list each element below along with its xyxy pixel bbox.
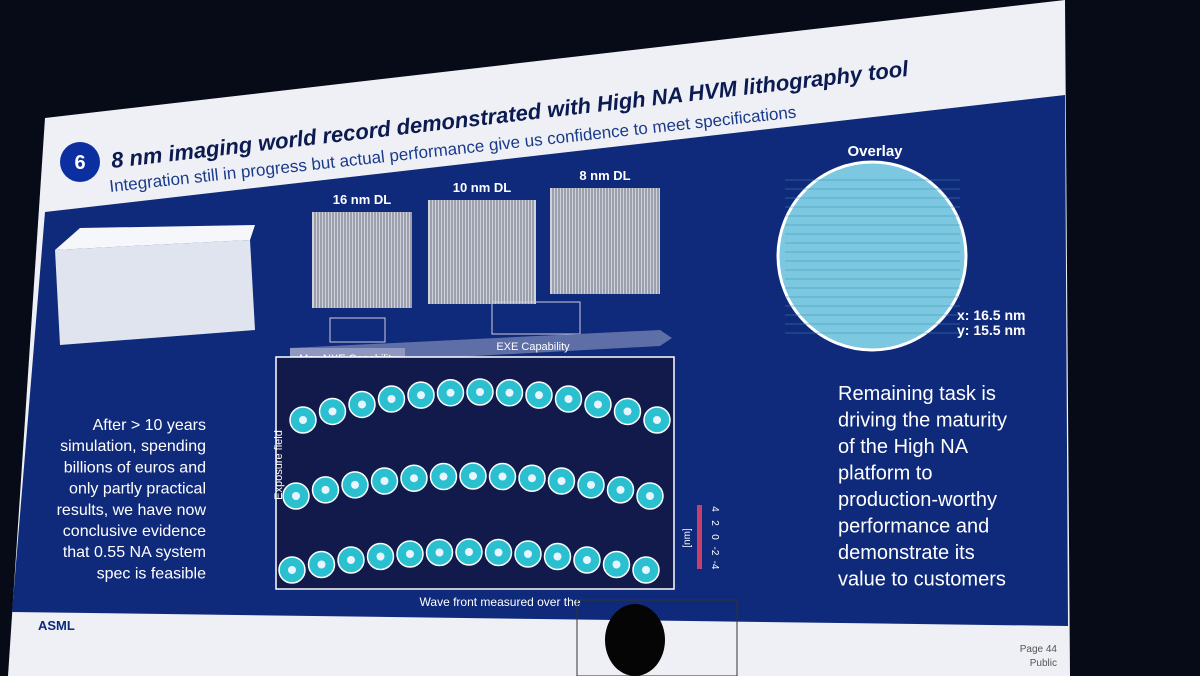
wavefront-core (358, 400, 366, 409)
wavefront-core (587, 480, 595, 489)
podium (576, 599, 738, 676)
wavefront-core (646, 492, 654, 500)
right-text: driving the maturity (838, 410, 1007, 432)
footer-class: Public (1030, 658, 1057, 669)
right-text: performance and (838, 516, 989, 538)
image-label: 8 nm DL (579, 168, 630, 183)
caption: Wave front measured over the (420, 595, 581, 609)
mask-thumb (329, 317, 386, 343)
colorbar-tick: -4 (709, 561, 720, 570)
wavefront-core (524, 550, 532, 558)
right-text: of the High NA (838, 436, 969, 458)
colorbar-tick: 4 (709, 506, 720, 512)
wavefront-core (469, 472, 477, 480)
wavefront-core (557, 477, 566, 485)
footer-logo: ASML (38, 618, 75, 633)
wavefront-core (439, 472, 448, 481)
wavefront-core (299, 416, 307, 424)
wavefront-core (446, 388, 455, 397)
wavefront-core (288, 566, 296, 574)
left-text: After > 10 years (93, 417, 206, 434)
wavefront-core (623, 407, 632, 416)
wavefront-core (528, 474, 536, 483)
left-text: billions of euros and (64, 459, 206, 476)
colorbar-tick: -2 (709, 547, 720, 556)
badge-number: 6 (74, 152, 85, 174)
wavefront-core (321, 485, 330, 494)
wavefront-core (351, 480, 359, 489)
axis-label: Exposure field (273, 430, 285, 500)
wavefront-core (410, 474, 418, 483)
wavefront-core (292, 492, 300, 500)
wavefront-core (653, 416, 661, 424)
colorbar-tick: 2 (709, 520, 720, 526)
audience-head (605, 604, 665, 676)
colorbar-unit: [nm] (682, 528, 693, 548)
wavefront-core (583, 556, 591, 564)
left-text: only partly practical (69, 481, 206, 498)
right-text: value to customers (838, 569, 1006, 591)
wavefront-core (616, 485, 625, 494)
left-text: conclusive evidence (63, 523, 206, 540)
right-text: production-worthy (838, 489, 997, 511)
overlay-y: y: 15.5 nm (957, 322, 1025, 338)
right-text: demonstrate its (838, 542, 975, 564)
colorbar (697, 505, 702, 569)
wavefront-core (505, 388, 514, 397)
wavefront-core (317, 560, 326, 569)
left-text: that 0.55 NA system (63, 544, 206, 561)
badge (60, 142, 100, 182)
wavefront-core (476, 388, 484, 396)
colorbar-tick: 0 (709, 534, 720, 540)
left-text: spec is feasible (97, 565, 206, 582)
wavefront-core (594, 400, 602, 409)
mask-thumb (491, 301, 581, 335)
right-text: Remaining task is (838, 383, 996, 405)
image-label: 16 nm DL (333, 192, 392, 207)
wavefront-core (465, 548, 473, 556)
capability-label: EXE Capability (496, 341, 570, 353)
wavefront-core (612, 560, 621, 569)
overlay-wafer (776, 160, 968, 352)
wavefront-core (406, 550, 414, 558)
footer-page: Page 44 (1020, 644, 1058, 655)
image-label: 10 nm DL (453, 180, 512, 195)
wavefront-core (417, 391, 425, 400)
right-text: platform to (838, 463, 932, 485)
overlay-x: x: 16.5 nm (957, 307, 1025, 323)
wavefront-core (328, 407, 337, 416)
wavefront-core (387, 395, 396, 403)
wavefront-core (498, 472, 507, 481)
machine-image (55, 225, 255, 345)
wavefront-core (564, 395, 573, 403)
wavefront-core (642, 566, 650, 574)
wavefront-core (347, 556, 355, 564)
pattern-image (312, 212, 412, 308)
wavefront-core (435, 548, 444, 557)
wavefront-core (535, 391, 543, 400)
wavefront-core (553, 552, 562, 561)
wavefront-core (380, 477, 389, 485)
wavefront-core (494, 548, 503, 557)
wavefront-core (376, 552, 385, 561)
left-text: results, we have now (57, 502, 207, 519)
left-text: simulation, spending (60, 438, 206, 455)
overlay-title: Overlay (847, 143, 903, 160)
